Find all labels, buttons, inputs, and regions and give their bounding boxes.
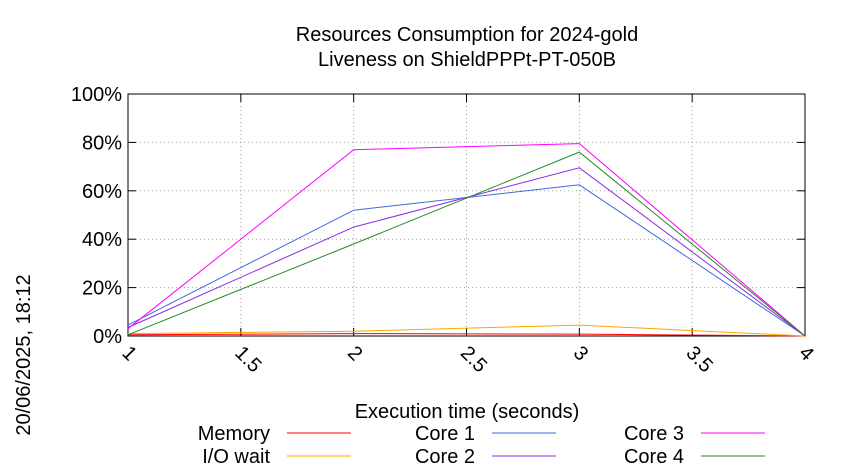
series-line-memory <box>127 333 806 337</box>
grid <box>128 94 805 336</box>
y-tick-label: 100% <box>71 84 122 106</box>
x-tick-label: 2.5 <box>456 342 491 377</box>
x-tick-label: 1.5 <box>230 342 265 377</box>
x-tick-label: 3.5 <box>682 342 717 377</box>
legend-label: Core 1 <box>415 423 475 445</box>
y-tick-label: 40% <box>82 229 122 251</box>
x-tick-label: 2 <box>343 342 366 365</box>
x-axis-label: Execution time (seconds) <box>355 401 580 423</box>
series-line-core-4 <box>127 151 806 337</box>
legend-label: I/O wait <box>202 446 270 468</box>
series-lines <box>127 143 806 337</box>
legend-label: Memory <box>198 423 270 445</box>
legend-label: Core 4 <box>624 446 684 468</box>
legend-label: Core 3 <box>624 423 684 445</box>
chart-subtitle: Liveness on ShieldPPPt-PT-050B <box>318 49 616 71</box>
y-tick-label: 20% <box>82 278 122 300</box>
y-tick-label: 0% <box>93 326 122 348</box>
y-tick-label: 60% <box>82 181 122 203</box>
y-axis: 0% 20% 40% 60% 80% 100% <box>71 84 805 348</box>
series-line-i-o-wait <box>127 324 806 337</box>
legend-label: Core 2 <box>415 446 475 468</box>
series-line-core-3 <box>127 143 806 337</box>
series-line-core-2 <box>127 167 806 337</box>
chart-title: Resources Consumption for 2024-gold <box>296 24 638 46</box>
x-tick-label: 4 <box>794 342 817 365</box>
y-tick-label: 80% <box>82 132 122 154</box>
x-tick-label: 3 <box>569 342 592 365</box>
timestamp-label: 20/06/2025, 18:12 <box>13 274 35 435</box>
